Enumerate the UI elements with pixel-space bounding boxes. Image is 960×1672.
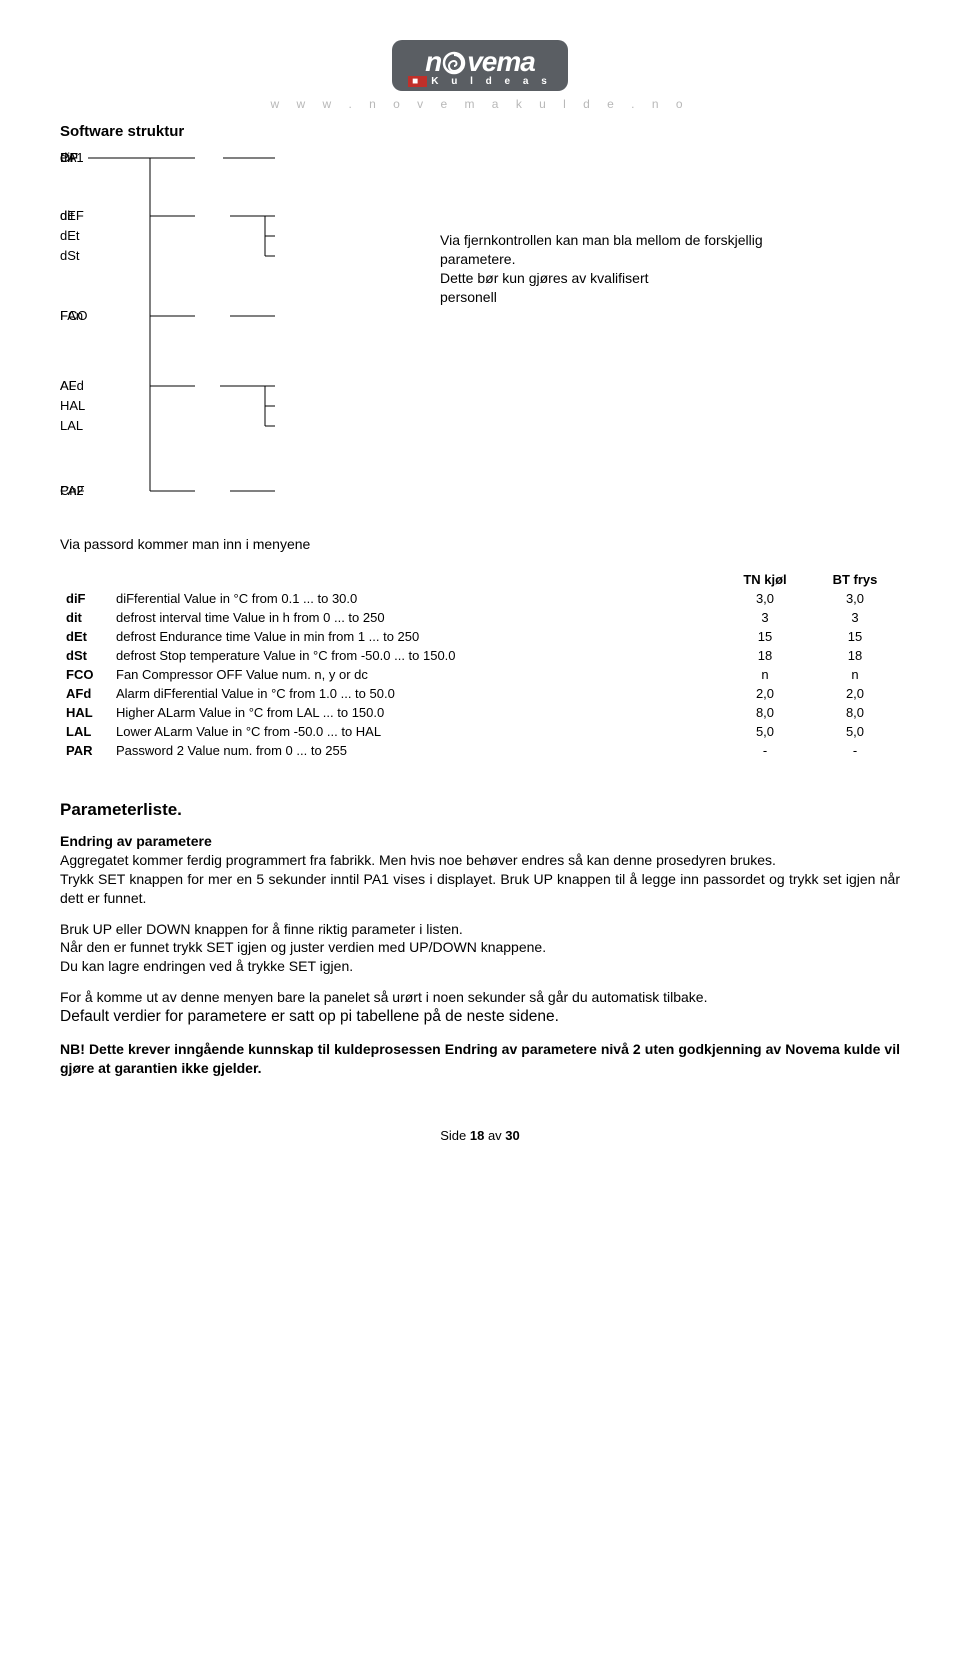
table-header-row: TN kjøl BT frys	[60, 570, 900, 589]
cell-v2: 3,0	[810, 589, 900, 608]
page-footer: Side 18 av 30	[60, 1128, 900, 1143]
cell-v1: 18	[720, 646, 810, 665]
tree-lines	[60, 146, 400, 516]
param-table: TN kjøl BT frys diFdiFferential Value in…	[60, 570, 900, 760]
logo-spiral-icon	[442, 45, 466, 77]
cell-v2: 8,0	[810, 703, 900, 722]
node-FCO: FCO	[60, 308, 87, 323]
cell-v1: 15	[720, 627, 810, 646]
logo-suffix: vema	[467, 46, 535, 77]
para-3a: Bruk UP eller DOWN knappen for å finne r…	[60, 921, 463, 937]
footer-total: 30	[505, 1128, 519, 1143]
para-4a: For å komme ut av denne menyen bare la p…	[60, 989, 707, 1005]
logo-subtitle: K u l d e a s	[431, 76, 552, 87]
cell-v1: n	[720, 665, 810, 684]
node-PA2: PA2	[60, 483, 84, 498]
cell-desc: defrost Endurance time Value in min from…	[110, 627, 720, 646]
para-1: Endring av parametere Aggregatet kommer …	[60, 832, 900, 908]
cell-v1: 2,0	[720, 684, 810, 703]
cell-v1: 5,0	[720, 722, 810, 741]
node-AFd: AFd	[60, 378, 84, 393]
cell-desc: Higher ALarm Value in °C from LAL ... to…	[110, 703, 720, 722]
node-dit: dit	[60, 208, 74, 223]
cell-v2: -	[810, 741, 900, 760]
para-5: NB! Dette krever inngående kunnskap til …	[60, 1040, 900, 1078]
cell-v2: 5,0	[810, 722, 900, 741]
cell-v2: n	[810, 665, 900, 684]
cell-v2: 18	[810, 646, 900, 665]
cell-code: LAL	[60, 722, 110, 741]
table-row: PARPassword 2 Value num. from 0 ... to 2…	[60, 741, 900, 760]
para-3c: Du kan lagre endringen ved å trykke SET …	[60, 958, 353, 974]
cell-v1: 3,0	[720, 589, 810, 608]
cell-v2: 15	[810, 627, 900, 646]
cell-desc: Password 2 Value num. from 0 ... to 255	[110, 741, 720, 760]
para-3: Bruk UP eller DOWN knappen for å finne r…	[60, 920, 900, 977]
footer-page: 18	[470, 1128, 484, 1143]
paramlist-heading: Parameterliste.	[60, 800, 900, 820]
table-row: AFdAlarm diFferential Value in °C from 1…	[60, 684, 900, 703]
table-row: ditdefrost interval time Value in h from…	[60, 608, 900, 627]
node-LAL: LAL	[60, 418, 83, 433]
page: nvema ■K u l d e a s w w w . n o v e m a…	[0, 0, 960, 1173]
logo-prefix: n	[425, 46, 441, 77]
cell-v1: -	[720, 741, 810, 760]
para-1-body: Aggregatet kommer ferdig programmert fra…	[60, 852, 776, 868]
cell-code: dit	[60, 608, 110, 627]
cell-desc: Lower ALarm Value in °C from -50.0 ... t…	[110, 722, 720, 741]
section-title: Software struktur	[60, 123, 900, 140]
para-4: For å komme ut av denne menyen bare la p…	[60, 988, 900, 1028]
node-dEt: dEt	[60, 228, 80, 243]
para-2: Trykk SET knappen for mer en 5 sekunder …	[60, 871, 900, 906]
cell-desc: defrost interval time Value in h from 0 …	[110, 608, 720, 627]
caption: Via fjernkontrollen kan man bla mellom d…	[440, 231, 763, 307]
cell-code: AFd	[60, 684, 110, 703]
caption-line1: Via fjernkontrollen kan man bla mellom d…	[440, 231, 763, 250]
node-HAL: HAL	[60, 398, 85, 413]
table-row: dEtdefrost Endurance time Value in min f…	[60, 627, 900, 646]
th-desc	[110, 570, 720, 589]
footer-mid: av	[484, 1128, 505, 1143]
node-diF: diF	[60, 150, 78, 165]
th-tn: TN kjøl	[720, 570, 810, 589]
table-row: diFdiFferential Value in °C from 0.1 ...…	[60, 589, 900, 608]
cell-desc: defrost Stop temperature Value in °C fro…	[110, 646, 720, 665]
tree-diagram: PA1 CP diF dEF dit dEt dSt FAn FCO AL AF…	[60, 146, 900, 516]
footer-prefix: Side	[440, 1128, 470, 1143]
cell-desc: Alarm diFferential Value in °C from 1.0 …	[110, 684, 720, 703]
logo: nvema ■K u l d e a s w w w . n o v e m a…	[270, 40, 689, 111]
cell-v2: 3	[810, 608, 900, 627]
node-dSt: dSt	[60, 248, 80, 263]
logo-url: w w w . n o v e m a k u l d e . n o	[270, 97, 689, 111]
cell-code: PAR	[60, 741, 110, 760]
cell-code: diF	[60, 589, 110, 608]
cell-v1: 3	[720, 608, 810, 627]
menu-line: Via passord kommer man inn i menyene	[60, 536, 900, 552]
cell-code: FCO	[60, 665, 110, 684]
logo-main-text: nvema	[425, 46, 535, 77]
cell-code: HAL	[60, 703, 110, 722]
caption-line3: Dette bør kun gjøres av kvalifisert	[440, 269, 763, 288]
para-1-lead: Endring av parametere	[60, 833, 212, 849]
cell-v1: 8,0	[720, 703, 810, 722]
th-bt: BT frys	[810, 570, 900, 589]
cell-v2: 2,0	[810, 684, 900, 703]
caption-line2: parametere.	[440, 250, 763, 269]
cell-code: dEt	[60, 627, 110, 646]
table-row: dStdefrost Stop temperature Value in °C …	[60, 646, 900, 665]
logo-badge: nvema ■K u l d e a s	[392, 40, 568, 91]
table-row: HALHigher ALarm Value in °C from LAL ...…	[60, 703, 900, 722]
table-row: FCOFan Compressor OFF Value num. n, y or…	[60, 665, 900, 684]
cell-desc: diFferential Value in °C from 0.1 ... to…	[110, 589, 720, 608]
caption-line4: personell	[440, 288, 763, 307]
cell-code: dSt	[60, 646, 110, 665]
table-row: LALLower ALarm Value in °C from -50.0 ..…	[60, 722, 900, 741]
logo-block: nvema ■K u l d e a s w w w . n o v e m a…	[60, 40, 900, 113]
para-4b: Default verdier for parametere er satt o…	[60, 1008, 559, 1025]
para-3b: Når den er funnet trykk SET igjen og jus…	[60, 939, 546, 955]
cell-desc: Fan Compressor OFF Value num. n, y or dc	[110, 665, 720, 684]
